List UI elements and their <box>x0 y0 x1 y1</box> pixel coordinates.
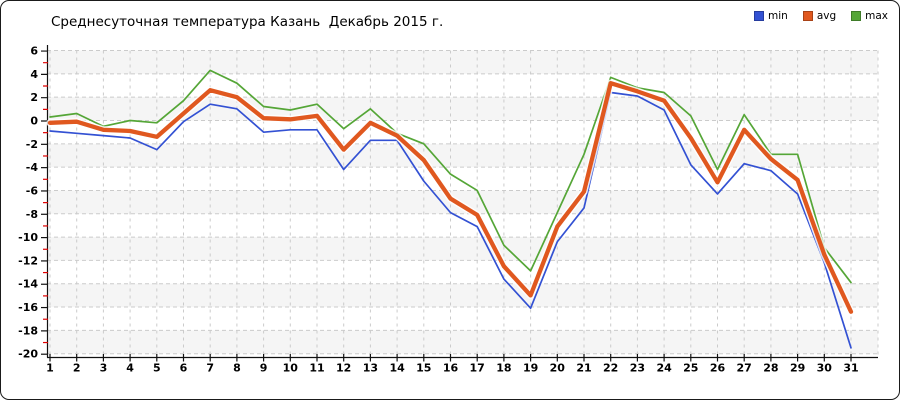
svg-text:23: 23 <box>630 362 645 375</box>
svg-text:30: 30 <box>817 362 833 375</box>
svg-text:8: 8 <box>233 362 241 375</box>
legend-label-min: min <box>768 10 788 22</box>
svg-text:-18: -18 <box>18 324 38 337</box>
svg-text:13: 13 <box>363 362 378 375</box>
svg-text:-16: -16 <box>18 301 38 314</box>
svg-text:18: 18 <box>496 362 511 375</box>
svg-text:22: 22 <box>603 362 618 375</box>
svg-text:15: 15 <box>416 362 431 375</box>
svg-text:24: 24 <box>656 362 672 375</box>
legend-item-avg[interactable]: avg <box>802 10 837 22</box>
svg-text:1: 1 <box>46 362 54 375</box>
svg-text:-20: -20 <box>18 348 38 361</box>
svg-text:25: 25 <box>683 362 698 375</box>
svg-text:2: 2 <box>30 91 38 104</box>
svg-text:20: 20 <box>550 362 566 375</box>
svg-text:28: 28 <box>763 362 778 375</box>
legend-item-min[interactable]: min <box>754 11 788 22</box>
svg-text:-10: -10 <box>18 231 38 244</box>
max-series-swatch-icon <box>851 11 862 22</box>
chart-legend: min avg max <box>754 11 888 22</box>
legend-item-max[interactable]: max <box>851 11 888 22</box>
svg-text:26: 26 <box>710 362 726 375</box>
svg-text:4: 4 <box>30 68 38 81</box>
svg-text:27: 27 <box>737 362 752 375</box>
svg-text:-12: -12 <box>18 254 38 267</box>
svg-text:-4: -4 <box>26 161 39 174</box>
svg-text:5: 5 <box>153 362 161 375</box>
avg-series-swatch-icon <box>802 11 813 22</box>
svg-text:17: 17 <box>470 362 485 375</box>
svg-text:16: 16 <box>443 362 459 375</box>
svg-text:19: 19 <box>523 362 538 375</box>
svg-text:11: 11 <box>309 362 324 375</box>
svg-text:-6: -6 <box>26 184 39 197</box>
svg-text:6: 6 <box>30 45 38 58</box>
svg-text:12: 12 <box>336 362 351 375</box>
svg-text:9: 9 <box>260 362 268 375</box>
svg-text:-14: -14 <box>18 278 38 291</box>
svg-text:0: 0 <box>30 115 38 128</box>
svg-text:-8: -8 <box>26 208 38 221</box>
svg-text:31: 31 <box>843 362 858 375</box>
svg-text:4: 4 <box>126 362 134 375</box>
svg-text:2: 2 <box>73 362 81 375</box>
svg-text:-2: -2 <box>26 138 38 151</box>
min-series-swatch-icon <box>754 11 764 22</box>
legend-label-max: max <box>865 10 889 22</box>
svg-text:10: 10 <box>283 362 299 375</box>
svg-text:7: 7 <box>206 362 214 375</box>
svg-text:14: 14 <box>389 362 405 375</box>
svg-text:29: 29 <box>790 362 805 375</box>
svg-text:21: 21 <box>576 362 591 375</box>
svg-text:3: 3 <box>100 362 108 375</box>
chart-title: Среднесуточная температура Казань Декабр… <box>51 14 444 30</box>
svg-text:6: 6 <box>180 362 188 375</box>
legend-label-avg: avg <box>816 10 837 22</box>
